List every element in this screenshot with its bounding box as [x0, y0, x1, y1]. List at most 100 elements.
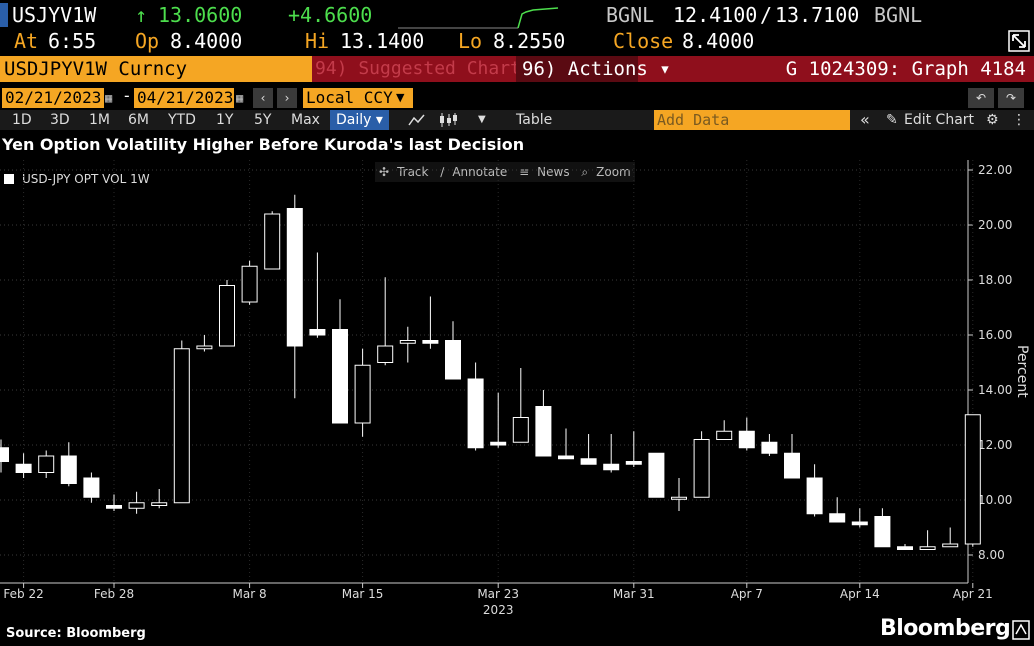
- candle-body-up: [942, 543, 959, 548]
- chart-tools: ✣ Track ∕ Annotate ≡ News ⌕ Zoom: [375, 162, 635, 182]
- candle-body-down: [580, 458, 597, 465]
- x-tick-label: Feb 28: [94, 587, 134, 601]
- candle-body-down: [648, 452, 665, 498]
- end-date-input[interactable]: 04/21/2023: [134, 88, 234, 108]
- candle-body-down: [784, 452, 800, 479]
- bid-ask-separator: /: [760, 3, 773, 27]
- more-icon[interactable]: ⋮: [1012, 112, 1026, 128]
- candle-body-down: [851, 521, 868, 526]
- redo-icon[interactable]: ↷: [998, 88, 1024, 108]
- period-6m[interactable]: 6M: [128, 112, 149, 128]
- start-calendar-icon[interactable]: ▦: [105, 91, 113, 105]
- candle-body-down: [625, 461, 642, 465]
- low-value: 8.2550: [493, 29, 566, 53]
- collapse-icon[interactable]: «: [860, 110, 870, 129]
- candle-body-down: [83, 477, 100, 498]
- candle-body-down: [422, 340, 439, 344]
- candle-body-down: [874, 516, 891, 548]
- candle-body-up: [241, 265, 258, 303]
- edit-chart-button[interactable]: Edit Chart: [904, 112, 975, 128]
- y-tick-label: 12.00: [978, 438, 1012, 452]
- candle-body-up: [399, 340, 416, 344]
- candle-body-down: [309, 329, 326, 336]
- zoom-button[interactable]: Zoom: [596, 165, 631, 179]
- x-tick-label: Mar 31: [613, 587, 655, 601]
- period-1d[interactable]: 1D: [12, 112, 32, 128]
- actions-menu[interactable]: 96) Actions ▾: [516, 56, 671, 82]
- currency-select[interactable]: Local CCY: [303, 88, 413, 108]
- candle-body-down: [738, 430, 755, 449]
- end-calendar-icon[interactable]: ▦: [236, 91, 244, 105]
- currency-chevron-icon[interactable]: ▼: [396, 91, 405, 104]
- price-chart[interactable]: 8.00 10.00 12.00 14.00 16.00 18.00 20.00 22.00 P…: [0, 155, 1034, 617]
- x-tick-label: Apr 21: [953, 587, 993, 601]
- y-tick-label: 14.00: [978, 383, 1012, 397]
- add-data-input[interactable]: Add Data: [654, 110, 850, 130]
- candle-body-up: [716, 430, 733, 440]
- settings-icon[interactable]: ⚙: [986, 112, 999, 128]
- candle-body-down: [60, 455, 77, 484]
- candle-body-down: [806, 477, 823, 515]
- track-button[interactable]: Track: [397, 165, 429, 179]
- prev-period-button[interactable]: ‹: [253, 88, 273, 108]
- suggested-charts-button[interactable]: 94) Suggested Charts: [315, 58, 532, 79]
- y-tick-label: 16.00: [978, 328, 1012, 342]
- last-price: 13.0600: [158, 3, 243, 27]
- close-value: 8.4000: [682, 29, 755, 53]
- candle-body-down: [535, 406, 552, 457]
- period-max[interactable]: Max: [291, 112, 320, 128]
- candle-body-down: [445, 340, 461, 380]
- period-1m[interactable]: 1M: [89, 112, 110, 128]
- high-value: 13.1400: [340, 29, 425, 53]
- ticker[interactable]: USJYV1W: [12, 3, 97, 27]
- y-tick-label: 10.00: [978, 493, 1012, 507]
- source-ask: BGNL: [874, 3, 923, 27]
- start-date-input[interactable]: 02/21/2023: [2, 88, 104, 108]
- source-note: Source: Bloomberg: [6, 626, 146, 641]
- period-3d[interactable]: 3D: [50, 112, 70, 128]
- period-ytd[interactable]: YTD: [168, 112, 196, 128]
- period-1y[interactable]: 1Y: [216, 112, 234, 128]
- undo-icon[interactable]: ↶: [968, 88, 994, 108]
- annotate-icon[interactable]: ∕: [440, 165, 445, 179]
- change: +4.6600: [288, 3, 373, 27]
- x-tick-label: Mar 23: [477, 587, 519, 601]
- x-tick-label: Feb 22: [3, 587, 43, 601]
- candle-body-up: [38, 455, 55, 473]
- graph-id: G 1024309: Graph 4184: [785, 58, 1026, 80]
- y-axis-label: Percent: [1014, 345, 1030, 398]
- news-icon[interactable]: ≡: [519, 165, 530, 179]
- frequency-select[interactable]: Daily ▾: [330, 110, 389, 130]
- ask: 13.7100: [775, 3, 860, 27]
- track-icon[interactable]: ✣: [379, 165, 390, 179]
- line-chart-icon[interactable]: [408, 112, 426, 128]
- candle-body-down: [106, 505, 122, 509]
- candle-body-up: [196, 345, 213, 350]
- annotate-button[interactable]: Annotate: [452, 165, 508, 179]
- security-field[interactable]: USDJPYV1W Curncy: [0, 56, 312, 82]
- candle-body-up: [173, 348, 190, 504]
- legend-label: USD-JPY OPT VOL 1W: [22, 172, 150, 186]
- news-button[interactable]: News: [537, 165, 570, 179]
- table-button[interactable]: Table: [516, 112, 553, 128]
- x-year-label: 2023: [483, 603, 514, 617]
- chart-type-chevron-icon[interactable]: ▼: [478, 114, 486, 125]
- period-5y[interactable]: 5Y: [254, 112, 272, 128]
- candle-body-down: [558, 455, 574, 460]
- next-period-button[interactable]: ›: [277, 88, 297, 108]
- expand-icon[interactable]: [1008, 30, 1030, 52]
- y-tick-label: 8.00: [978, 548, 1005, 562]
- y-tick-label: 20.00: [978, 218, 1012, 232]
- sparkline: [398, 7, 559, 29]
- candle-body-up: [693, 439, 710, 498]
- zoom-icon[interactable]: ⌕: [581, 165, 589, 179]
- open-label: Op: [135, 29, 160, 53]
- x-tick-label: Mar 8: [233, 587, 267, 601]
- candlestick-icon[interactable]: [438, 112, 458, 128]
- candle-body-down: [286, 208, 303, 347]
- candle-body-up: [219, 285, 235, 347]
- bloomberg-terminal-icon: [1012, 620, 1030, 640]
- at-label: At: [14, 29, 39, 53]
- candle-body-up: [919, 546, 936, 550]
- close-label: Close: [613, 29, 674, 53]
